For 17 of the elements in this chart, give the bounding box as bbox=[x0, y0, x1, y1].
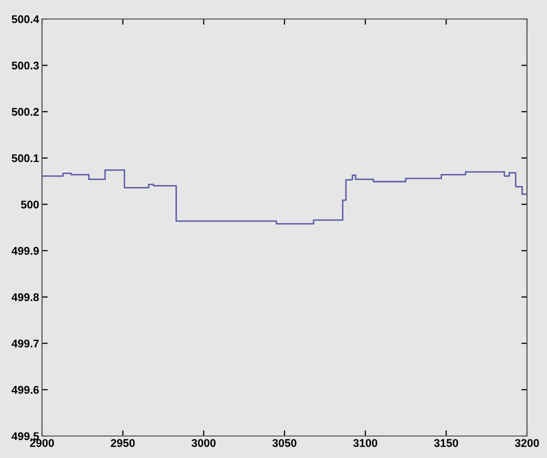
x-tick-label: 3050 bbox=[272, 439, 296, 447]
y-tick-label: 499.5 bbox=[12, 432, 39, 440]
y-tick-label: 500 bbox=[21, 200, 39, 208]
y-tick-label: 500.1 bbox=[12, 154, 39, 162]
y-tick-label: 500.2 bbox=[12, 108, 39, 116]
y-tick-label: 499.9 bbox=[12, 246, 39, 255]
x-tick-label: 3150 bbox=[434, 439, 458, 447]
y-tick-label: 500.4 bbox=[12, 15, 40, 24]
x-tick-label: 3200 bbox=[514, 439, 539, 447]
x-tick-label: 3100 bbox=[353, 439, 378, 447]
y-tick-label: 499.8 bbox=[12, 293, 39, 302]
x-tick-label: 3000 bbox=[192, 439, 216, 447]
y-tick-label: 499.7 bbox=[12, 340, 39, 348]
y-tick-label: 500.3 bbox=[12, 62, 39, 70]
x-tick-label: 2950 bbox=[110, 439, 135, 447]
x-tick-label: 2900 bbox=[30, 439, 54, 447]
y-tick-label: 499.6 bbox=[12, 386, 39, 394]
